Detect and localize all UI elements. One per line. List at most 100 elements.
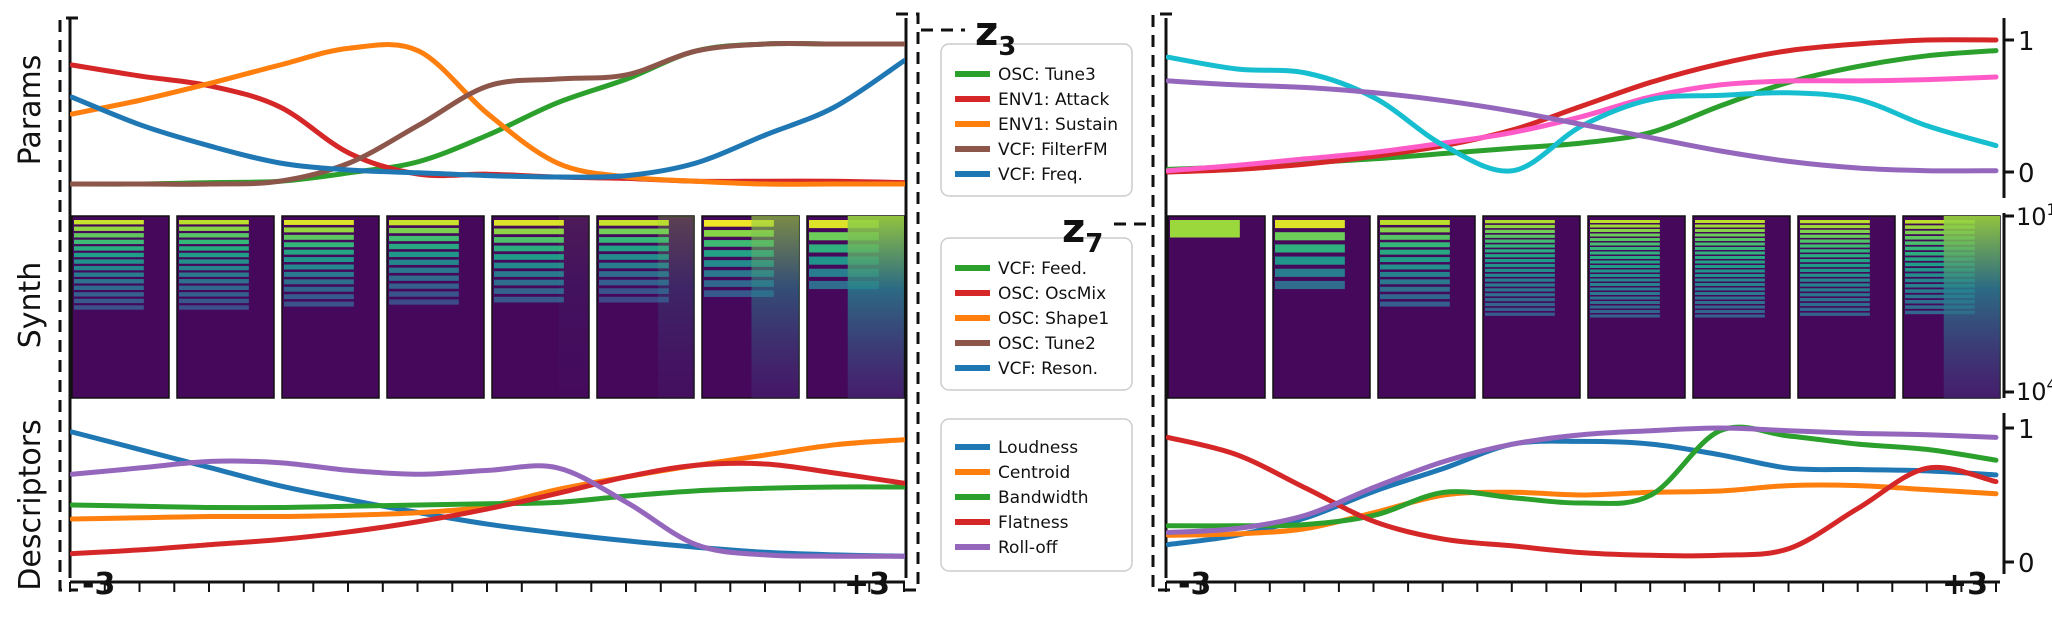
harmonic-band xyxy=(389,283,459,289)
harmonic-band xyxy=(1800,293,1870,297)
z7-params-series-green xyxy=(1166,48,1999,172)
harmonic-band xyxy=(1800,234,1870,238)
harmonic-band xyxy=(1380,301,1450,307)
legend-item: OSC: Tune2 xyxy=(955,334,1096,354)
legend-label: ENV1: Sustain xyxy=(998,115,1118,135)
z3-synth-frame-6 xyxy=(596,215,695,399)
harmonic-band xyxy=(599,220,669,226)
harmonic-band xyxy=(599,245,669,252)
harmonic-band xyxy=(809,244,879,253)
harmonic-band xyxy=(1275,256,1345,265)
harmonic-band xyxy=(179,246,249,251)
legend-item: VCF: FilterFM xyxy=(955,140,1108,160)
harmonic-band xyxy=(1485,307,1555,311)
z3-synth-frame-4 xyxy=(386,215,485,399)
harmonic-band xyxy=(1800,312,1870,316)
harmonic-band xyxy=(179,298,249,304)
z3-params-series-vcf-freq- xyxy=(70,58,905,180)
harmonic-band xyxy=(389,235,459,242)
harmonic-band xyxy=(1275,268,1345,277)
legend-descriptors: Loudness Centroid Bandwidth Flatness Roll-of… xyxy=(940,418,1133,572)
harmonic-band xyxy=(1380,264,1450,270)
harmonic-band xyxy=(1800,224,1870,229)
harmonic-band xyxy=(494,262,564,269)
harmonic-band xyxy=(599,237,669,243)
x-tick-label-max: +3 xyxy=(1942,567,1988,602)
harmonic-band xyxy=(1695,296,1765,300)
harmonic-band xyxy=(1800,307,1870,311)
harmonic-band xyxy=(1800,263,1870,268)
harmonic-band xyxy=(389,299,459,305)
harmonic-band xyxy=(1485,268,1555,272)
z7-descriptors-series-bandwidth xyxy=(1166,424,1999,529)
harmonic-band xyxy=(1380,234,1450,240)
harmonic-band xyxy=(1800,298,1870,302)
harmonic-band xyxy=(389,291,459,297)
harmonic-band xyxy=(74,233,144,238)
harmonic-band xyxy=(1800,302,1870,307)
legend-item: VCF: Freq. xyxy=(955,165,1083,185)
spectrogram-background xyxy=(1167,215,1266,399)
z3-synth-frame-5 xyxy=(491,215,590,399)
harmonic-band xyxy=(1590,224,1660,228)
harmonic-band xyxy=(1695,224,1765,228)
harmonic-band xyxy=(494,245,564,252)
tick-label-desc-max: 1 xyxy=(2018,415,2035,445)
row-label-params: Params xyxy=(13,55,48,166)
legend-frame xyxy=(940,43,1133,197)
harmonic-band xyxy=(1485,283,1555,287)
harmonic-band xyxy=(1800,283,1870,287)
harmonic-band xyxy=(704,220,774,227)
z7-descriptors-series-centroid xyxy=(1166,482,1999,538)
harmonic-band xyxy=(1905,235,1975,240)
harmonic-band xyxy=(179,220,249,225)
z3-synth-frame-8 xyxy=(806,215,905,399)
legend-item: VCF: Reson. xyxy=(955,359,1098,379)
harmonic-band xyxy=(1695,292,1765,295)
z7-params-lines xyxy=(1166,37,1999,175)
z7-descriptors-lines xyxy=(1166,424,1999,559)
harmonic-band xyxy=(1695,269,1765,273)
harmonic-band xyxy=(1695,301,1765,304)
harmonic-band xyxy=(1905,251,1975,256)
harmonic-band xyxy=(1590,274,1660,277)
bracket-right-outer xyxy=(1151,12,1172,592)
harmonic-band xyxy=(1590,283,1660,286)
harmonic-band xyxy=(74,220,144,225)
harmonic-band xyxy=(1485,288,1555,292)
z3-synth-frame-3 xyxy=(281,215,380,399)
harmonic-band xyxy=(809,220,879,229)
harmonic-band xyxy=(1485,229,1555,233)
harmonic-band xyxy=(494,271,564,277)
x-axis-left: -3 +3 xyxy=(69,567,905,602)
harmonic-band xyxy=(1800,254,1870,258)
harmonic-band xyxy=(704,250,774,257)
harmonic-band xyxy=(1590,260,1660,264)
harmonic-band xyxy=(1590,238,1660,241)
harmonic-band xyxy=(74,298,144,304)
tick-label-params-max: 1 xyxy=(2018,27,2035,57)
legend-frame xyxy=(940,237,1133,391)
z3-params-series-env1-attack xyxy=(70,62,905,186)
harmonic-band xyxy=(1170,220,1240,238)
legend-label: OSC: OscMix xyxy=(998,284,1106,304)
harmonic-band xyxy=(1695,260,1765,264)
harmonic-band xyxy=(1800,229,1870,233)
legend-label: OSC: Tune3 xyxy=(998,65,1096,85)
z3-descriptors-series-roll-off xyxy=(70,458,905,559)
legend-item: OSC: OscMix xyxy=(955,284,1106,304)
harmonic-band xyxy=(1695,256,1765,259)
z7-descriptors-series-roll-off xyxy=(1166,425,1999,535)
harmonic-band xyxy=(179,272,249,277)
legend-item: ENV1: Attack xyxy=(955,90,1109,110)
z3-synth-frame-1 xyxy=(71,215,170,399)
legend-item: Loudness xyxy=(955,438,1078,458)
legend-label: ENV1: Attack xyxy=(998,90,1109,110)
legend-label: OSC: Tune2 xyxy=(998,334,1096,354)
z3-panel-block xyxy=(68,18,908,578)
smear-region xyxy=(751,216,799,398)
harmonic-band xyxy=(284,264,354,270)
z7-descriptors-series-loudness xyxy=(1166,438,1999,548)
harmonic-band xyxy=(704,270,774,277)
harmonic-band xyxy=(1275,280,1345,290)
